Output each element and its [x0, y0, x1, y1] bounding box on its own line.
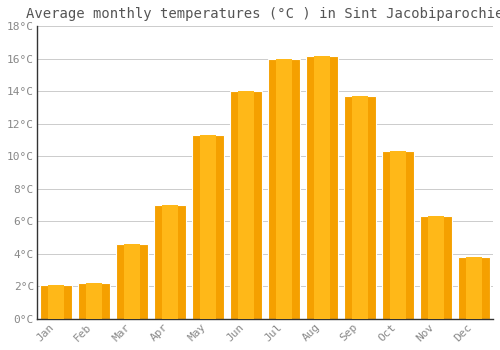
Bar [40, 285, 72, 319]
Bar [230, 91, 262, 319]
Bar [200, 135, 216, 319]
Bar [78, 283, 110, 319]
Title: Average monthly temperatures (°C ) in Sint Jacobiparochie: Average monthly temperatures (°C ) in Si… [26, 7, 500, 21]
Bar [162, 205, 178, 319]
Bar [466, 257, 482, 319]
Bar [154, 205, 186, 319]
Bar [238, 91, 254, 319]
Bar [192, 135, 224, 319]
Bar [352, 96, 368, 319]
Bar [314, 56, 330, 319]
Bar [344, 96, 376, 319]
Bar [124, 244, 140, 319]
Bar [458, 257, 490, 319]
Bar [390, 152, 406, 319]
Bar [86, 283, 102, 319]
Bar [276, 59, 292, 319]
Bar [48, 285, 64, 319]
Bar [428, 216, 444, 319]
Bar [420, 216, 452, 319]
Bar [268, 59, 300, 319]
Bar [306, 56, 338, 319]
Bar [382, 152, 414, 319]
Bar [116, 244, 148, 319]
